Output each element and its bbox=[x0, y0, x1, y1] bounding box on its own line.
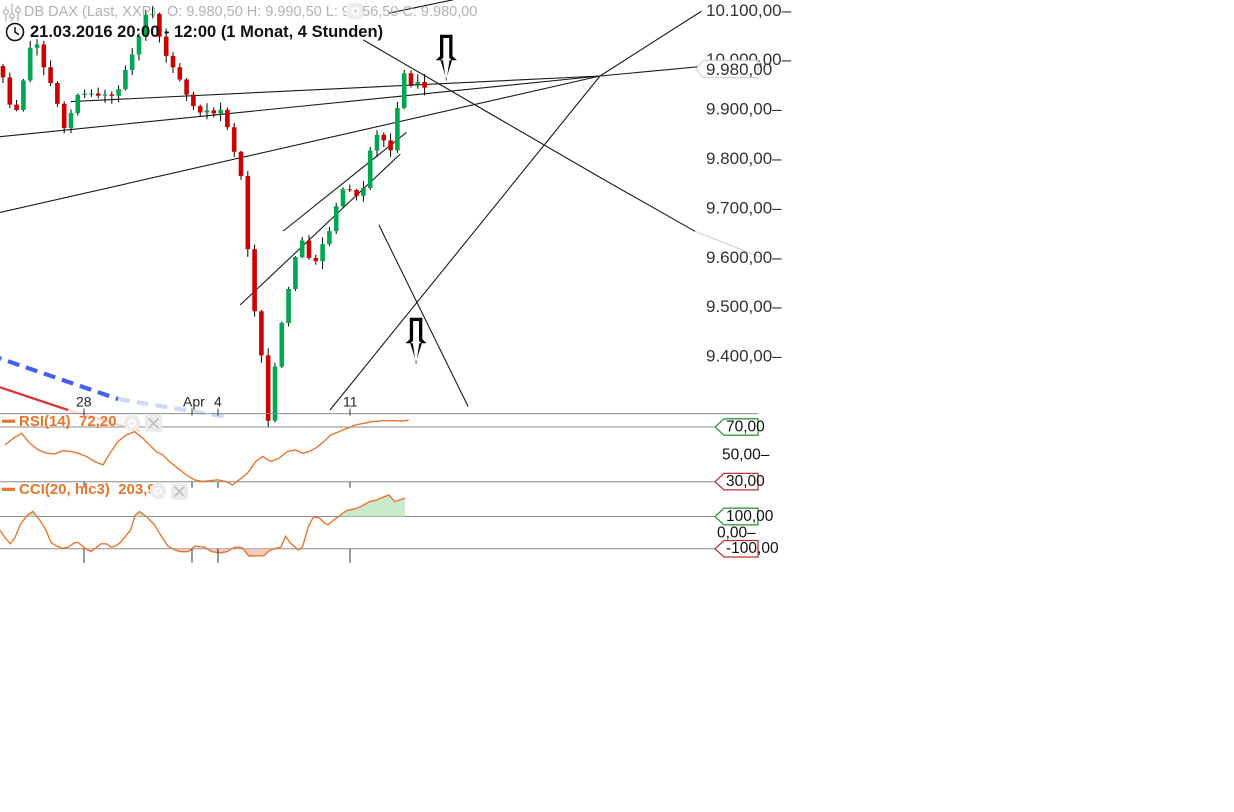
svg-text:Apr: Apr bbox=[183, 394, 205, 410]
svg-text:30,00: 30,00 bbox=[726, 473, 765, 490]
svg-text:9.800,00–: 9.800,00– bbox=[706, 149, 782, 168]
svg-text:9.900,00–: 9.900,00– bbox=[706, 100, 782, 119]
svg-text:O: 9.980,50 H: 9.990,50 L: 9: O: 9.980,50 H: 9.990,50 L: 9.956,50 C: 9… bbox=[167, 4, 477, 20]
svg-text:DB DAX (Last, XXP): DB DAX (Last, XXP) bbox=[24, 4, 156, 20]
svg-text:4: 4 bbox=[214, 394, 222, 410]
svg-text:RSI(14) 72,20: RSI(14) 72,20 bbox=[19, 413, 117, 430]
svg-text:9.700,00–: 9.700,00– bbox=[706, 198, 782, 217]
svg-text:21.03.2016 20:00 - 12:00 (1 Mo: 21.03.2016 20:00 - 12:00 (1 Monat, 4 Stu… bbox=[30, 23, 383, 41]
svg-text:9.600,00–: 9.600,00– bbox=[706, 248, 782, 267]
svg-text:11: 11 bbox=[343, 394, 358, 410]
svg-text:70,00: 70,00 bbox=[726, 418, 765, 435]
svg-text:0,00–: 0,00– bbox=[717, 525, 756, 542]
svg-text:CCI(20, hlc3) 203,99: CCI(20, hlc3) 203,99 bbox=[19, 481, 164, 498]
svg-text:28: 28 bbox=[76, 394, 92, 410]
svg-text:50,00–: 50,00– bbox=[722, 446, 770, 463]
svg-text:9.980,00: 9.980,00 bbox=[706, 60, 772, 79]
svg-text:9.400,00–: 9.400,00– bbox=[706, 347, 782, 366]
svg-text:-100,00: -100,00 bbox=[726, 540, 779, 557]
svg-text:100,00: 100,00 bbox=[726, 508, 774, 525]
svg-text:9.500,00–: 9.500,00– bbox=[706, 297, 782, 316]
svg-text:10.100,00–: 10.100,00– bbox=[706, 1, 792, 20]
